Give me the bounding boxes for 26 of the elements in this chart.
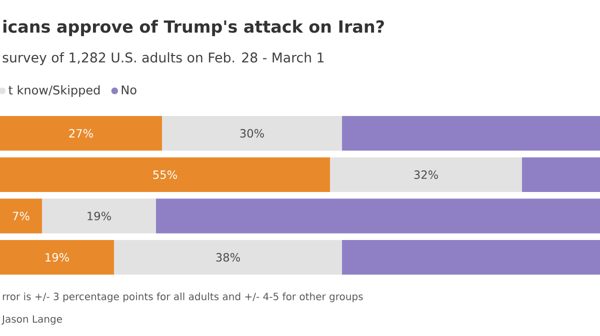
data-label: 19% <box>46 253 69 262</box>
data-label: 32% <box>414 170 438 179</box>
bar <box>342 240 600 275</box>
text: Jason Lange <box>2 315 62 325</box>
data-label: 55% <box>153 170 177 179</box>
data-label: 19% <box>88 212 111 220</box>
data-label: 30% <box>240 129 264 138</box>
bar <box>0 240 114 275</box>
legend-label: No <box>122 85 136 94</box>
chart-subtitle: survey of 1,282 U.S. adults on Feb. 28 - March 1 <box>2 52 324 66</box>
bar <box>156 198 600 234</box>
bar <box>0 116 162 151</box>
bar <box>330 157 522 192</box>
legend-label: t know/Skipped <box>8 85 100 97</box>
data-label: 7% <box>12 212 30 220</box>
bar <box>0 198 42 234</box>
bar <box>342 116 600 151</box>
bar <box>162 116 342 151</box>
bar <box>42 198 156 234</box>
bar <box>522 157 600 192</box>
chart-title: icans approve of Trump's attack on Iran? <box>3 20 384 36</box>
data-label: 27% <box>69 129 93 138</box>
bar <box>0 157 330 192</box>
text: rror is +/- 3 percentage points for all adults and +/- 4-5 for other groups <box>2 292 363 302</box>
data-label: 38% <box>216 253 240 262</box>
bar <box>114 240 342 275</box>
